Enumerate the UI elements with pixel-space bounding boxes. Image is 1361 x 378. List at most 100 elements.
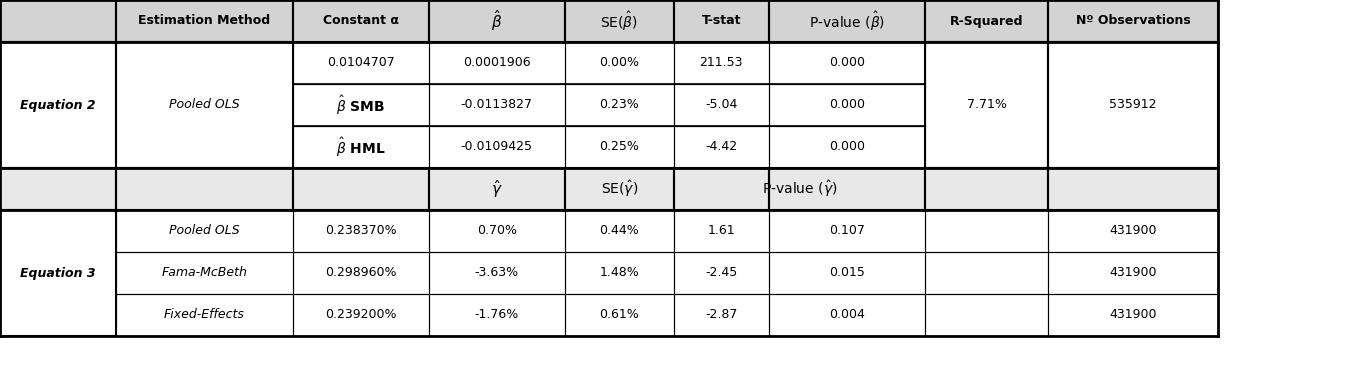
Bar xyxy=(0,210,116,336)
Bar xyxy=(565,0,674,42)
Bar xyxy=(674,42,769,84)
Bar xyxy=(429,126,565,168)
Text: 0.0001906: 0.0001906 xyxy=(463,56,531,70)
Text: P-value ($\hat{\beta}$): P-value ($\hat{\beta}$) xyxy=(810,9,885,33)
Text: 1.61: 1.61 xyxy=(708,225,735,237)
Text: Pooled OLS: Pooled OLS xyxy=(169,99,240,112)
Text: $\hat{\beta}$: $\hat{\beta}$ xyxy=(491,9,502,34)
Text: -4.42: -4.42 xyxy=(705,141,738,153)
Text: Nº Observations: Nº Observations xyxy=(1075,14,1191,28)
Bar xyxy=(0,42,116,168)
Text: 0.70%: 0.70% xyxy=(476,225,517,237)
Bar xyxy=(0,168,116,210)
Text: -5.04: -5.04 xyxy=(705,99,738,112)
Text: $\hat{\beta}$ HML: $\hat{\beta}$ HML xyxy=(336,135,385,159)
Bar xyxy=(674,0,769,42)
Text: 0.238370%: 0.238370% xyxy=(325,225,396,237)
Bar xyxy=(293,126,429,168)
Bar xyxy=(565,294,674,336)
Bar xyxy=(769,84,925,126)
Text: 0.000: 0.000 xyxy=(829,141,866,153)
Text: -2.45: -2.45 xyxy=(705,266,738,279)
Text: -3.63%: -3.63% xyxy=(475,266,519,279)
Text: 0.107: 0.107 xyxy=(829,225,866,237)
Text: 0.44%: 0.44% xyxy=(599,225,640,237)
Bar xyxy=(565,210,674,252)
Bar xyxy=(769,126,925,168)
Text: Constant α: Constant α xyxy=(323,14,399,28)
Bar xyxy=(293,210,429,252)
Bar xyxy=(769,42,925,84)
Bar xyxy=(674,210,769,252)
Text: -0.0109425: -0.0109425 xyxy=(461,141,532,153)
Bar xyxy=(769,0,925,42)
Bar xyxy=(116,42,293,168)
Bar xyxy=(429,252,565,294)
Bar xyxy=(925,42,1048,168)
Bar xyxy=(565,252,674,294)
Bar xyxy=(769,252,925,294)
Text: SE($\hat{\beta}$): SE($\hat{\beta}$) xyxy=(600,9,638,33)
Bar xyxy=(674,294,769,336)
Bar xyxy=(674,84,769,126)
Bar xyxy=(116,294,293,336)
Bar xyxy=(925,168,1048,210)
Bar xyxy=(116,168,293,210)
Text: 7.71%: 7.71% xyxy=(966,99,1007,112)
Bar xyxy=(293,42,429,84)
Bar xyxy=(925,294,1048,336)
Text: Estimation Method: Estimation Method xyxy=(137,14,271,28)
Bar xyxy=(674,168,769,210)
Text: Equation 2: Equation 2 xyxy=(20,99,95,112)
Text: Equation 3: Equation 3 xyxy=(20,266,95,279)
Bar xyxy=(1048,0,1218,42)
Bar xyxy=(769,168,925,210)
Text: 431900: 431900 xyxy=(1109,308,1157,322)
Text: P-value ($\hat{\gamma}$): P-value ($\hat{\gamma}$) xyxy=(762,179,837,199)
Text: 211.53: 211.53 xyxy=(700,56,743,70)
Text: Pooled OLS: Pooled OLS xyxy=(169,225,240,237)
Text: 0.0104707: 0.0104707 xyxy=(327,56,395,70)
Text: 0.000: 0.000 xyxy=(829,99,866,112)
Text: $\hat{\beta}$ SMB: $\hat{\beta}$ SMB xyxy=(336,93,385,117)
Bar xyxy=(429,168,565,210)
Bar xyxy=(925,252,1048,294)
Bar xyxy=(1048,252,1218,294)
Text: 0.004: 0.004 xyxy=(829,308,866,322)
Bar xyxy=(429,42,565,84)
Bar xyxy=(565,42,674,84)
Bar xyxy=(0,0,116,42)
Text: $\hat{\gamma}$: $\hat{\gamma}$ xyxy=(491,178,502,200)
Bar xyxy=(429,294,565,336)
Bar xyxy=(116,252,293,294)
Text: -2.87: -2.87 xyxy=(705,308,738,322)
Bar xyxy=(429,210,565,252)
Bar xyxy=(565,126,674,168)
Bar xyxy=(293,294,429,336)
Text: -1.76%: -1.76% xyxy=(475,308,519,322)
Text: 0.015: 0.015 xyxy=(829,266,866,279)
Bar xyxy=(429,84,565,126)
Text: 0.25%: 0.25% xyxy=(599,141,640,153)
Bar xyxy=(293,84,429,126)
Text: Fama-McBeth: Fama-McBeth xyxy=(161,266,248,279)
Text: 0.61%: 0.61% xyxy=(599,308,640,322)
Bar xyxy=(429,0,565,42)
Bar xyxy=(674,252,769,294)
Bar xyxy=(116,0,293,42)
Text: Fixed-Effects: Fixed-Effects xyxy=(163,308,245,322)
Text: 431900: 431900 xyxy=(1109,225,1157,237)
Bar xyxy=(116,210,293,252)
Text: 0.00%: 0.00% xyxy=(599,56,640,70)
Text: 0.000: 0.000 xyxy=(829,56,866,70)
Text: 0.23%: 0.23% xyxy=(599,99,640,112)
Bar xyxy=(1048,168,1218,210)
Bar xyxy=(1048,210,1218,252)
Bar xyxy=(925,0,1048,42)
Bar xyxy=(925,210,1048,252)
Text: -0.0113827: -0.0113827 xyxy=(461,99,532,112)
Bar xyxy=(1048,294,1218,336)
Bar xyxy=(565,84,674,126)
Text: 431900: 431900 xyxy=(1109,266,1157,279)
Bar xyxy=(293,252,429,294)
